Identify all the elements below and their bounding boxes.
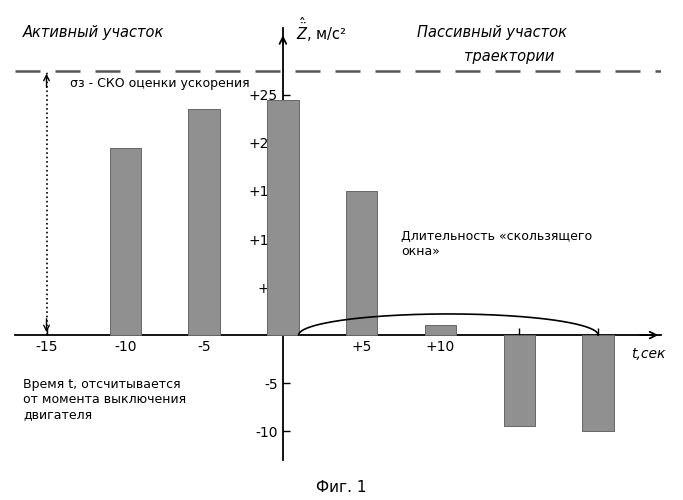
Bar xyxy=(109,148,141,335)
Bar xyxy=(583,335,614,431)
Text: Фиг. 1: Фиг. 1 xyxy=(316,480,367,495)
Text: $\hat{\ddot{Z}}$, м/с²: $\hat{\ddot{Z}}$, м/с² xyxy=(296,15,346,44)
Text: σз - СКО оценки ускорения: σз - СКО оценки ускорения xyxy=(70,77,250,90)
Text: Длительность «скользящего
окна»: Длительность «скользящего окна» xyxy=(401,230,592,258)
Text: Активный участок: Активный участок xyxy=(23,25,164,40)
Text: траектории: траектории xyxy=(464,49,555,64)
Bar xyxy=(503,335,535,426)
Bar xyxy=(346,191,378,335)
Text: Пассивный участок: Пассивный участок xyxy=(417,25,567,40)
Bar xyxy=(425,326,456,335)
Bar xyxy=(267,100,298,335)
Text: Время t, отсчитывается
от момента выключения
двигателя: Время t, отсчитывается от момента выключ… xyxy=(23,378,186,422)
Text: t,сек: t,сек xyxy=(631,346,666,360)
Bar xyxy=(189,110,220,335)
